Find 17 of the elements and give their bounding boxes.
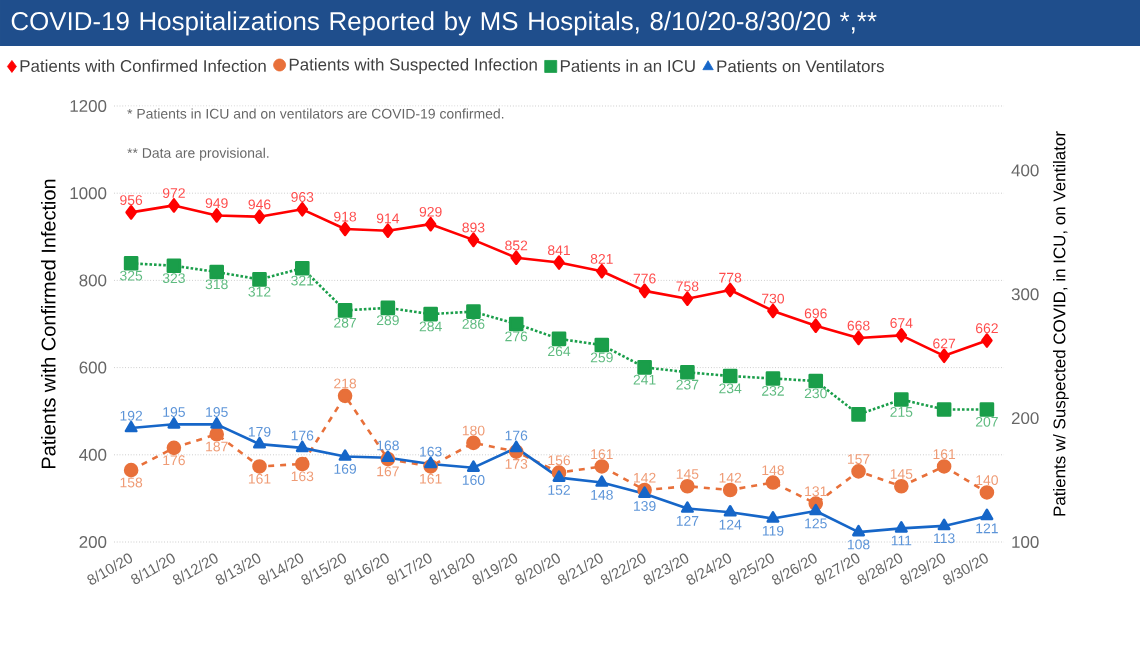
y-tick-label: 200	[79, 536, 107, 548]
y-axis-title: Patients with Confirmed Infection	[40, 179, 56, 469]
y2-tick-label: 400	[1011, 164, 1039, 177]
legend-label: Patients with Confirmed Infection	[20, 59, 266, 72]
legend-label: Patients with Suspected Infection	[289, 58, 537, 74]
legend-label: Patients in an ICU	[560, 59, 695, 72]
y-tick-label: 600	[79, 361, 107, 374]
y-tick-label: 1200	[70, 100, 107, 112]
y2-axis-title: Patients w/ Suspected COVID, in ICU, on Ventilator	[1052, 131, 1069, 516]
y2-tick-label: 300	[1011, 288, 1039, 301]
y2-tick-label: 200	[1011, 412, 1039, 425]
chart-title: COVID-19 Hospitalizations Reported by MS Hospitals, 8/10/20-8/30/20 *,**	[11, 11, 877, 36]
y2-tick-label: 100	[1012, 536, 1039, 548]
y-tick-label: 400	[79, 448, 107, 461]
y-tick-label: 800	[79, 274, 107, 287]
legend-label: Patients on Ventilators	[717, 59, 884, 73]
y-tick-label: 1000	[70, 187, 107, 200]
